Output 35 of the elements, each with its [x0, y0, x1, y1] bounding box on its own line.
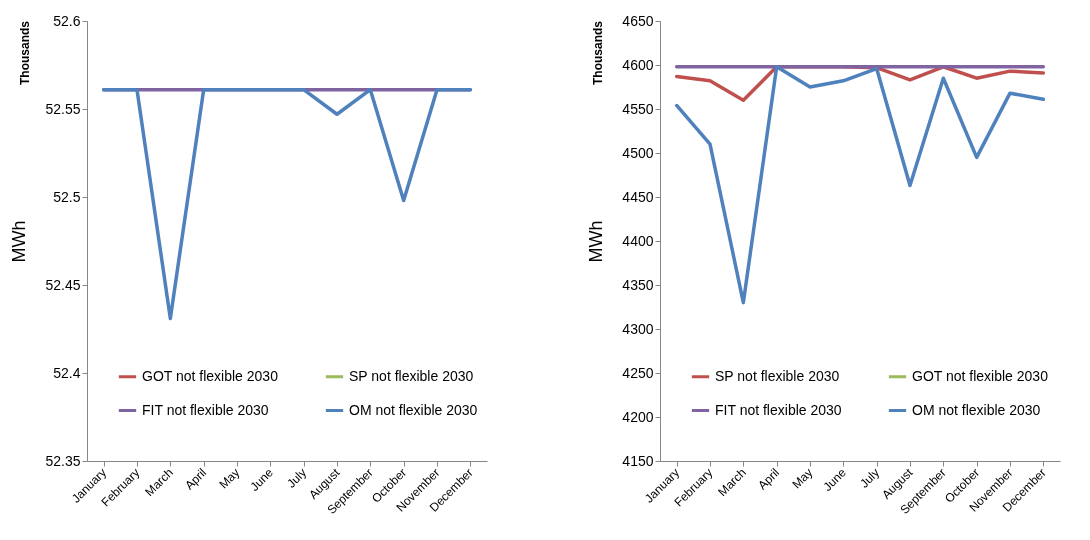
x-tick-label: July — [857, 465, 883, 491]
line-series — [101, 87, 473, 321]
x-tick-label: May — [216, 465, 243, 492]
y-tick-label: 4250 — [622, 364, 654, 381]
y-tick-label: 4650 — [622, 12, 654, 29]
legend-label: OM not flexible 2030 — [349, 401, 478, 418]
y-tick-label: 4500 — [622, 144, 654, 161]
legend-label: FIT not flexible 2030 — [715, 401, 842, 418]
y-tick-label: 52.6 — [53, 12, 81, 29]
y-tick-label: 52.4 — [53, 364, 81, 381]
legend-label: FIT not flexible 2030 — [142, 401, 269, 418]
y-tick-label: 4150 — [622, 452, 654, 469]
legend-label: OM not flexible 2030 — [912, 401, 1041, 418]
y-tick-label: 4400 — [622, 232, 654, 249]
y-tick-label: 4350 — [622, 276, 654, 293]
y-tick-label: 52.5 — [53, 188, 81, 205]
text: Thousands — [591, 20, 605, 86]
legend-label: SP not flexible 2030 — [349, 367, 474, 384]
y-tick-label: 52.35 — [45, 452, 81, 469]
text: Thousands — [18, 20, 32, 86]
y-axis-title: MWh — [586, 220, 607, 263]
x-tick-label: July — [284, 465, 310, 491]
legend-label: GOT not flexible 2030 — [142, 367, 279, 384]
y-tick-label: 4200 — [622, 408, 654, 425]
y-tick-label: 4550 — [622, 100, 654, 117]
y-tick-label: 4450 — [622, 188, 654, 205]
x-tick-label: May — [789, 465, 816, 492]
legend-label: SP not flexible 2030 — [715, 367, 840, 384]
y-tick-label: 52.45 — [45, 276, 81, 293]
y-tick-label: 4600 — [622, 56, 654, 73]
legend-label: GOT not flexible 2030 — [912, 367, 1049, 384]
y-axis-title: MWh — [9, 220, 30, 263]
line-series — [674, 65, 1046, 305]
y-tick-label: 52.55 — [45, 100, 81, 117]
y-tick-label: 4300 — [622, 320, 654, 337]
